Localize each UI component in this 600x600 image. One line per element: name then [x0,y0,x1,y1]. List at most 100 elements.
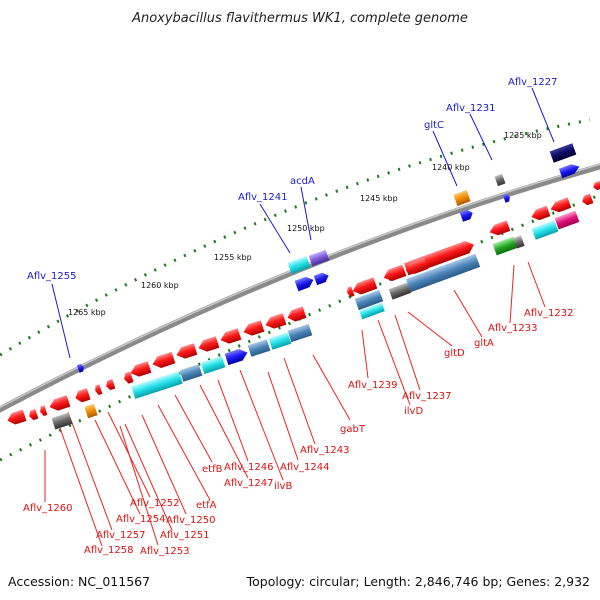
gene-feature [453,189,471,207]
gene-label-bottom: Aflv_1260 [23,503,73,514]
gene-label-bottom: Aflv_1247 [224,478,274,489]
gene-label-bottom: Aflv_1237 [402,391,452,402]
bottom-leaders [44,261,546,547]
kbp-label: 1265 kbp [68,308,106,317]
gene-feature [287,255,311,275]
gene-label-bottom: ilvD [404,406,423,417]
gene-feature [51,412,73,430]
gene-label-top: gltC [424,120,444,131]
gene-label-bottom: Aflv_1250 [166,515,216,526]
gene-label-bottom: Aflv_1252 [130,498,180,509]
gene-feature [313,272,329,286]
gene-feature [106,379,116,391]
gene-feature [347,286,355,298]
gene-label-bottom: gltD [444,348,465,359]
gene-label-bottom: etfB [202,464,223,475]
top-gene-labels: Aflv_1227 Aflv_1231 gltC acdA Aflv_1241 … [27,77,558,282]
gene-feature [124,371,134,384]
gene-label-bottom: gltA [474,338,494,349]
accession-text: Accession: NC_011567 [8,574,150,589]
kbp-label: 1255 kbp [214,253,252,262]
gene-feature [531,220,559,240]
gene-feature [388,282,412,300]
gene-feature [29,409,39,421]
gene-label-top: Aflv_1231 [446,103,496,114]
gene-feature [95,384,103,396]
gene-feature [76,363,84,373]
gene-feature [265,313,287,329]
gene-feature [224,349,248,366]
scale-labels: 1235 kbp 1240 kbp 1245 kbp 1250 kbp 1255… [68,131,542,317]
gene-feature [549,143,577,163]
gene-feature [405,253,481,293]
gene-feature [7,409,27,425]
gene-label-bottom: Aflv_1253 [140,546,190,557]
gene-label-top: acdA [290,176,315,187]
gene-feature [40,405,48,417]
gene-feature [593,180,600,191]
gene-feature [247,339,271,357]
gene-feature [287,306,307,322]
gene-feature [131,371,183,399]
kbp-label: 1245 kbp [360,194,398,203]
gene-feature [513,235,525,249]
gene-feature [308,249,330,267]
gene-label-bottom: Aflv_1233 [488,323,538,334]
gene-label-bottom: Aflv_1251 [160,530,210,541]
gene-feature [459,209,473,222]
gene-label-bottom: Aflv_1243 [300,445,350,456]
gene-feature [179,364,203,382]
gene-feature [200,355,226,375]
kbp-label: 1240 kbp [432,163,470,172]
gene-label-bottom: Aflv_1258 [84,545,134,556]
gene-feature [84,403,98,419]
gene-feature [502,193,510,203]
top-leaders [51,87,555,359]
gene-label-bottom: Aflv_1244 [280,462,330,473]
genome-title: Anoxybacillus flavithermus WK1, complete… [131,11,468,26]
gene-label-top: Aflv_1227 [508,77,558,88]
gene-label-bottom: Aflv_1257 [96,530,146,541]
gene-feature [294,276,314,292]
gene-feature [243,320,265,336]
gene-feature [352,277,378,295]
kbp-label: 1250 kbp [287,224,325,233]
gene-feature [75,388,91,403]
gene-feature [582,193,594,206]
gene-feature [287,323,313,343]
gene-feature [268,332,292,350]
gene-feature [220,328,242,344]
gene-feature [354,289,384,311]
gene-feature [198,336,220,352]
gene-feature [383,264,407,282]
gene-label-bottom: Aflv_1239 [348,380,398,391]
gene-feature [554,210,580,230]
gene-label-bottom: gabT [340,424,366,435]
gene-label-bottom: etfA [196,500,217,511]
gene-feature [494,173,506,187]
gene-feature [152,351,176,368]
gene-feature [130,361,152,377]
gene-feature [405,257,429,275]
gene-feature [489,220,511,236]
gene-label-bottom: Aflv_1232 [524,308,574,319]
gene-label-bottom: Aflv_1246 [224,462,274,473]
gene-label-top: Aflv_1255 [27,271,77,282]
kbp-label: 1260 kbp [141,281,179,290]
gene-feature [176,343,198,359]
bottom-gene-labels: Aflv_1232 Aflv_1233 gltA gltD Aflv_1237 … [23,308,574,557]
kbp-label: 1235 kbp [504,131,542,140]
gene-feature [492,236,518,256]
gene-feature [359,302,385,320]
gene-label-bottom: Aflv_1254 [116,514,166,525]
gene-feature [550,197,572,213]
genome-summary-text: Topology: circular; Length: 2,846,746 bp… [246,574,590,589]
gene-label-top: Aflv_1241 [238,192,288,203]
gene-features [7,143,600,430]
gene-feature [531,205,551,221]
gene-feature [49,395,71,411]
gene-feature [558,164,580,179]
gene-label-bottom: ilvB [274,481,292,492]
